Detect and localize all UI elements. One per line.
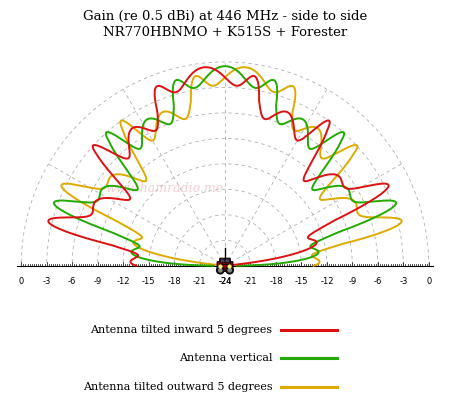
Circle shape <box>216 266 224 274</box>
Text: Antenna tilted inward 5 degrees: Antenna tilted inward 5 degrees <box>90 325 273 334</box>
Text: -12: -12 <box>320 277 333 286</box>
Circle shape <box>228 268 231 272</box>
Text: -24: -24 <box>218 277 232 286</box>
Text: -15: -15 <box>295 277 308 286</box>
Circle shape <box>228 265 231 268</box>
Text: -9: -9 <box>348 277 356 286</box>
Text: -21: -21 <box>244 277 257 286</box>
Text: -21: -21 <box>193 277 206 286</box>
Text: www.hamradio.me: www.hamradio.me <box>105 182 223 195</box>
Text: -6: -6 <box>68 277 77 286</box>
Text: -18: -18 <box>167 277 181 286</box>
Text: 0: 0 <box>18 277 24 286</box>
FancyBboxPatch shape <box>220 258 230 264</box>
Text: -3: -3 <box>42 277 51 286</box>
FancyBboxPatch shape <box>220 259 225 263</box>
Text: -3: -3 <box>399 277 408 286</box>
Text: Antenna tilted outward 5 degrees: Antenna tilted outward 5 degrees <box>83 382 273 392</box>
Text: -24: -24 <box>218 277 232 286</box>
FancyBboxPatch shape <box>225 259 230 263</box>
Text: NR770HBNMO + K515S + Forester: NR770HBNMO + K515S + Forester <box>103 26 347 39</box>
Text: 0: 0 <box>426 277 432 286</box>
Circle shape <box>226 266 234 274</box>
FancyBboxPatch shape <box>217 262 233 272</box>
Text: Antenna vertical: Antenna vertical <box>179 353 273 363</box>
Circle shape <box>219 268 222 272</box>
Text: -18: -18 <box>269 277 283 286</box>
Text: -15: -15 <box>142 277 155 286</box>
Text: -9: -9 <box>94 277 102 286</box>
Text: -12: -12 <box>117 277 130 286</box>
Text: Gain (re 0.5 dBi) at 446 MHz - side to side: Gain (re 0.5 dBi) at 446 MHz - side to s… <box>83 10 367 23</box>
Circle shape <box>219 265 222 268</box>
Text: -6: -6 <box>374 277 382 286</box>
